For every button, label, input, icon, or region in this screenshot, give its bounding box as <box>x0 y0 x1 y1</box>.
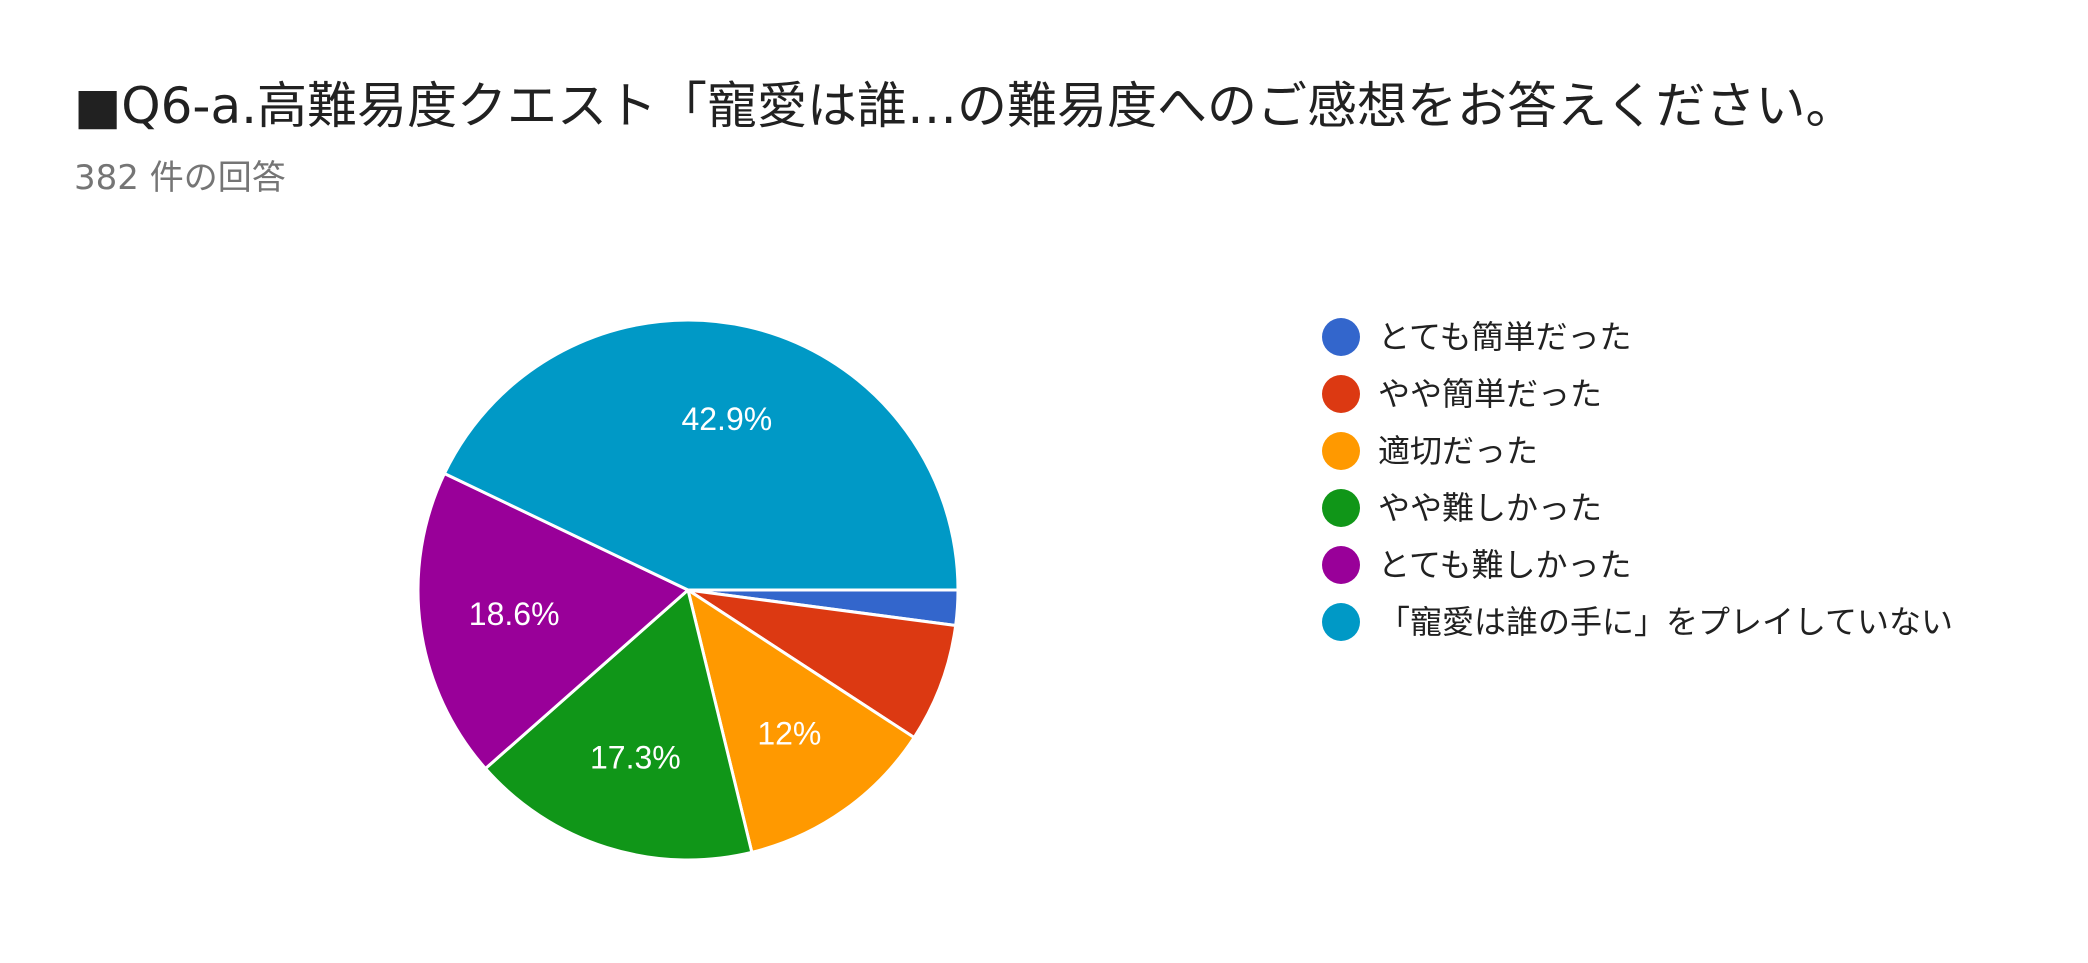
legend-label: とても難しかった <box>1378 546 1632 584</box>
slice-percent-label: 12% <box>757 715 821 751</box>
legend-item[interactable]: とても簡単だった <box>1322 313 2022 361</box>
pie-slice[interactable] <box>442 318 960 592</box>
legend-label: やや難しかった <box>1378 489 1603 527</box>
legend-label: やや簡単だった <box>1378 375 1603 413</box>
legend-item[interactable]: やや簡単だった <box>1322 370 2022 418</box>
legend-label: 「寵愛は誰の手に」をプレイしていない <box>1378 603 1954 641</box>
slice-percent-label: 42.9% <box>681 401 772 437</box>
pie-slice[interactable] <box>483 588 754 862</box>
pie-slice[interactable] <box>686 588 916 854</box>
legend-label: とても簡単だった <box>1378 318 1632 356</box>
legend-swatch <box>1322 318 1360 356</box>
legend-swatch <box>1322 432 1360 470</box>
pie-slice[interactable] <box>686 588 958 740</box>
legend-label: 適切だった <box>1378 432 1539 470</box>
legend-item[interactable]: とても難しかった <box>1322 541 2022 589</box>
legend-swatch <box>1322 603 1360 641</box>
chart-title: ■Q6-a.高難易度クエスト「寵愛は誰…の難易度へのご感想をお答えください。 <box>74 77 1856 135</box>
legend-swatch <box>1322 489 1360 527</box>
slice-percent-label: 18.6% <box>469 596 560 632</box>
legend-item[interactable]: 「寵愛は誰の手に」をプレイしていない <box>1322 598 2022 646</box>
pie-slice[interactable] <box>416 472 690 771</box>
legend: とても簡単だった やや簡単だった 適切だった やや難しかった とても難しかった … <box>1322 313 2022 655</box>
legend-swatch <box>1322 375 1360 413</box>
legend-item[interactable]: やや難しかった <box>1322 484 2022 532</box>
legend-item[interactable]: 適切だった <box>1322 427 2022 475</box>
slice-percent-label: 17.3% <box>590 739 681 775</box>
legend-swatch <box>1322 546 1360 584</box>
response-count: 382 件の回答 <box>74 158 286 198</box>
